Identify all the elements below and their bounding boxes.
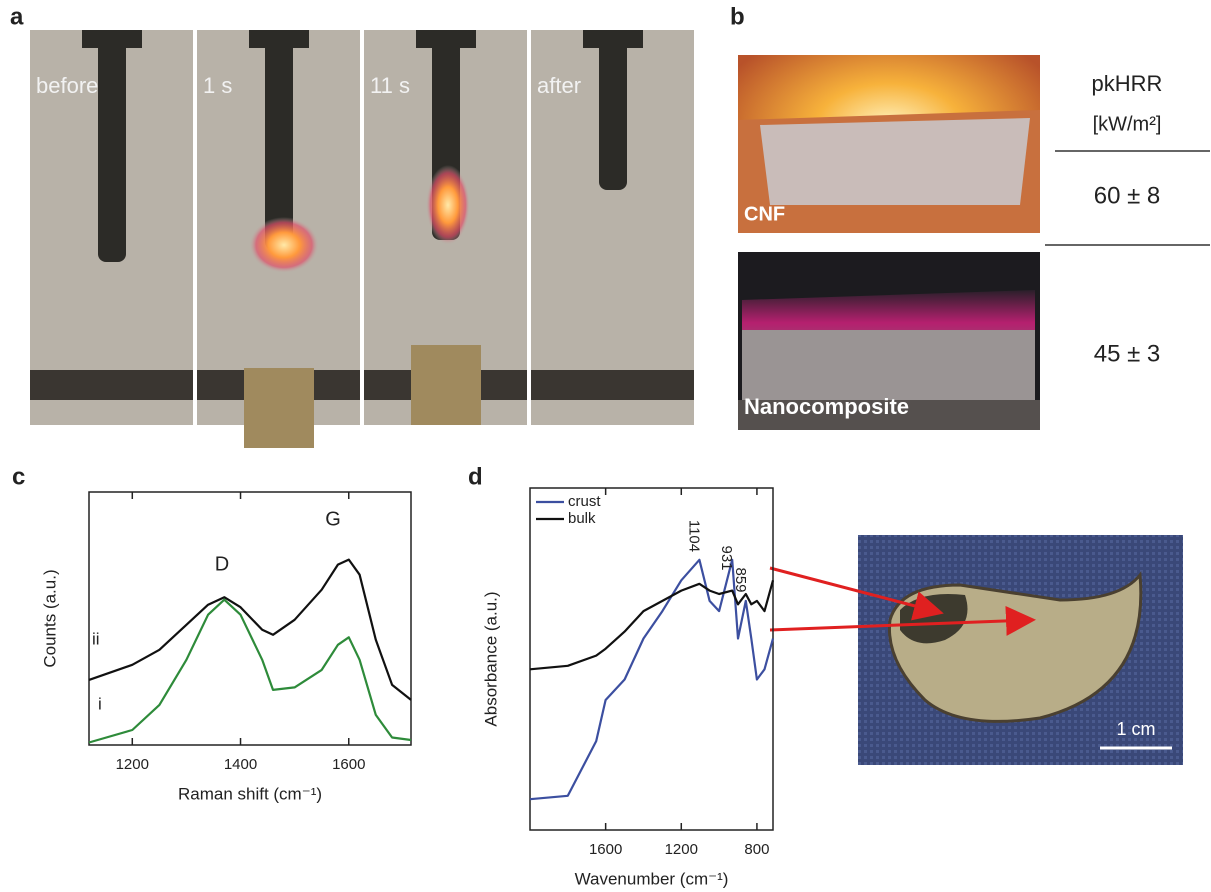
peak-annotation: D <box>215 553 229 575</box>
panel-b: CNF Nanocomposite pkHRR [kW/m²] 60 ± 8 4… <box>738 55 1210 430</box>
flame <box>426 165 470 245</box>
panel-d-photo: 1 cm <box>770 535 1183 765</box>
peak-annotation: G <box>325 508 341 530</box>
series-line <box>89 600 411 743</box>
burner <box>244 368 314 448</box>
foil <box>760 118 1030 205</box>
curve-label: ii <box>92 629 100 648</box>
holder <box>583 30 643 48</box>
scale-label: 1 cm <box>1116 719 1155 739</box>
peak-label: 859 <box>732 567 749 592</box>
series-line <box>530 560 773 799</box>
x-tick-label: 1200 <box>116 756 149 773</box>
x-tick-label: 1600 <box>332 756 365 773</box>
rod <box>531 370 694 400</box>
peak-label: 1104 <box>685 520 702 552</box>
x-tick-label: 800 <box>744 841 769 858</box>
x-tick-label: 1200 <box>665 841 698 858</box>
holder <box>249 30 309 48</box>
sample-strip <box>599 30 627 190</box>
x-axis-label: Raman shift (cm⁻¹) <box>178 784 322 803</box>
sample-strip <box>98 30 126 262</box>
chart: 1600 1200 800 Wavenumber (cm⁻¹) Absorbance (… <box>481 488 773 888</box>
photo-label: Nanocomposite <box>744 394 909 419</box>
table-cell: 45 ± 3 <box>1094 340 1161 367</box>
panel-label: b <box>730 3 745 30</box>
x-tick-label: 1600 <box>589 841 622 858</box>
legend-label: crust <box>568 493 601 510</box>
flame <box>249 217 319 273</box>
series-line <box>89 560 411 700</box>
curve-label: i <box>98 694 102 713</box>
figure: before 1 s 11 s after CNF Nanocomposite pkH… <box>0 0 1211 892</box>
plot-frame <box>530 488 773 830</box>
photo-label: CNF <box>744 203 785 225</box>
holder <box>416 30 476 48</box>
frame-label: 11 s <box>370 73 410 98</box>
burner <box>411 345 481 425</box>
sample-strip <box>265 30 293 250</box>
x-tick-label: 1400 <box>224 756 257 773</box>
panel-label: d <box>468 463 483 490</box>
table-cell: 60 ± 8 <box>1094 182 1161 209</box>
legend-label: bulk <box>568 510 596 527</box>
chart: 1200 1400 1600 Raman shift (cm⁻¹) Counts (a.… <box>40 492 411 803</box>
table-header: [kW/m²] <box>1093 113 1162 135</box>
x-axis-label: Wavenumber (cm⁻¹) <box>575 869 729 888</box>
frame-label: before <box>36 73 98 98</box>
y-axis-label: Counts (a.u.) <box>40 569 59 667</box>
y-axis-label: Absorbance (a.u.) <box>481 591 500 726</box>
foil <box>742 330 1035 400</box>
panel-label: a <box>10 3 24 30</box>
panel-label: c <box>12 463 25 490</box>
holder <box>82 30 142 48</box>
frame-label: 1 s <box>203 73 232 98</box>
rod <box>30 370 193 400</box>
panel-a: before 1 s 11 s after <box>30 30 694 448</box>
frame-label: after <box>537 73 581 98</box>
table-header: pkHRR <box>1092 71 1163 96</box>
